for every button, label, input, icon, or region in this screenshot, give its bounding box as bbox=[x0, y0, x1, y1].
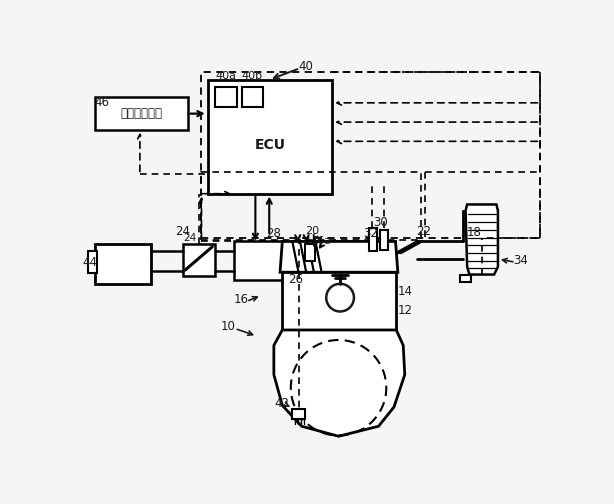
Bar bbox=[201, 172, 421, 240]
Text: 20: 20 bbox=[305, 226, 319, 236]
Bar bbox=[216, 87, 237, 107]
Text: 32: 32 bbox=[363, 227, 378, 240]
Bar bbox=[241, 87, 263, 107]
Text: 40: 40 bbox=[298, 60, 313, 73]
Bar bbox=[282, 272, 396, 332]
Text: 18: 18 bbox=[467, 226, 481, 239]
Text: 42: 42 bbox=[274, 397, 289, 410]
Bar bbox=[95, 97, 188, 130]
Text: 22: 22 bbox=[416, 225, 431, 238]
Text: ECU: ECU bbox=[255, 138, 286, 152]
Text: 10: 10 bbox=[221, 320, 236, 333]
Bar bbox=[460, 275, 471, 282]
Polygon shape bbox=[274, 330, 405, 436]
Text: 44: 44 bbox=[82, 257, 98, 270]
Bar bbox=[88, 251, 97, 273]
Text: 40b: 40b bbox=[242, 71, 263, 81]
Text: 24: 24 bbox=[176, 225, 190, 238]
Bar bbox=[305, 244, 316, 261]
Bar bbox=[380, 230, 388, 250]
Bar bbox=[370, 228, 377, 251]
Text: 34: 34 bbox=[513, 254, 529, 267]
Bar bbox=[95, 244, 150, 284]
Bar bbox=[208, 80, 332, 194]
Text: 26: 26 bbox=[288, 274, 303, 286]
Text: 14: 14 bbox=[398, 285, 413, 298]
Text: 46: 46 bbox=[94, 96, 109, 109]
Text: 40a: 40a bbox=[216, 71, 236, 81]
Text: 12: 12 bbox=[398, 304, 413, 317]
Text: 28: 28 bbox=[266, 227, 281, 240]
Polygon shape bbox=[465, 205, 498, 275]
Polygon shape bbox=[280, 241, 398, 272]
Bar bbox=[292, 409, 305, 418]
Bar bbox=[201, 72, 540, 237]
Text: アクセル開度: アクセル開度 bbox=[120, 107, 163, 120]
Text: 16a: 16a bbox=[312, 236, 332, 246]
Text: 16: 16 bbox=[234, 293, 249, 306]
Circle shape bbox=[326, 284, 354, 311]
Bar bbox=[234, 241, 297, 280]
Text: 24: 24 bbox=[184, 232, 196, 242]
Bar bbox=[183, 244, 216, 276]
Text: 30: 30 bbox=[373, 216, 387, 229]
